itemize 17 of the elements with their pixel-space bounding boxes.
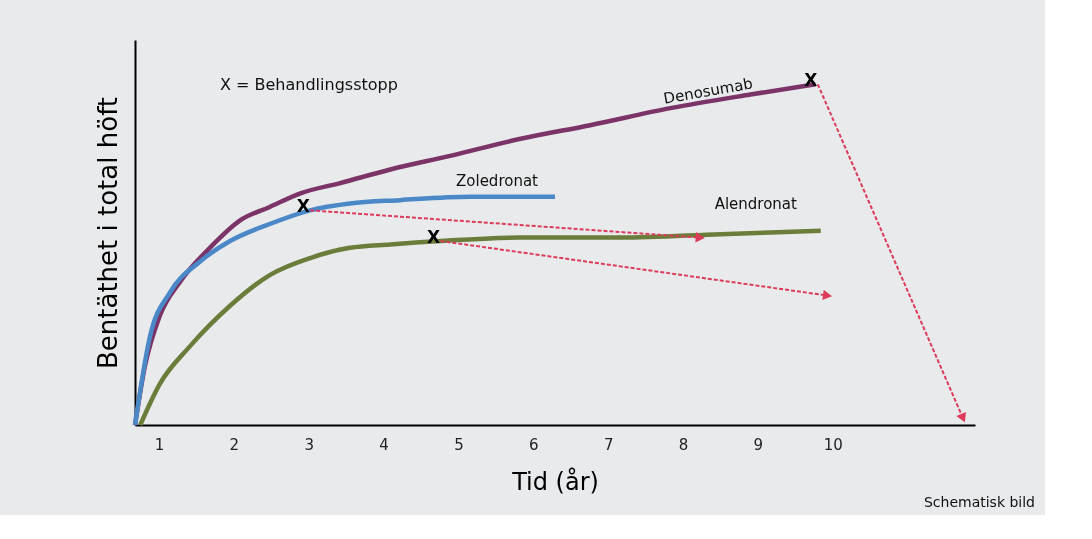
x-tick-label: 4: [379, 435, 389, 454]
annotation: X: [296, 196, 310, 217]
y-axis-title: Bentäthet i total höft: [92, 96, 123, 370]
x-tick-label: 8: [678, 435, 689, 454]
x-tick-label: 3: [304, 435, 314, 454]
x-tick-label: 9: [753, 435, 764, 454]
x-tick-label: 2: [229, 435, 240, 454]
annotation: X = Behandlingsstopp: [220, 75, 398, 94]
x-tick-label: 10: [823, 435, 843, 454]
series-label: Zoledronat: [456, 171, 539, 190]
x-tick-label: 7: [603, 435, 614, 454]
x-tick-label: 1: [154, 435, 165, 454]
x-axis-title: Tid (år): [511, 466, 599, 496]
text: Schematisk bild: [923, 494, 1035, 510]
series-label: Alendronat: [714, 194, 798, 213]
x-tick-label: 5: [454, 435, 464, 454]
x-tick-label: 6: [529, 435, 539, 454]
